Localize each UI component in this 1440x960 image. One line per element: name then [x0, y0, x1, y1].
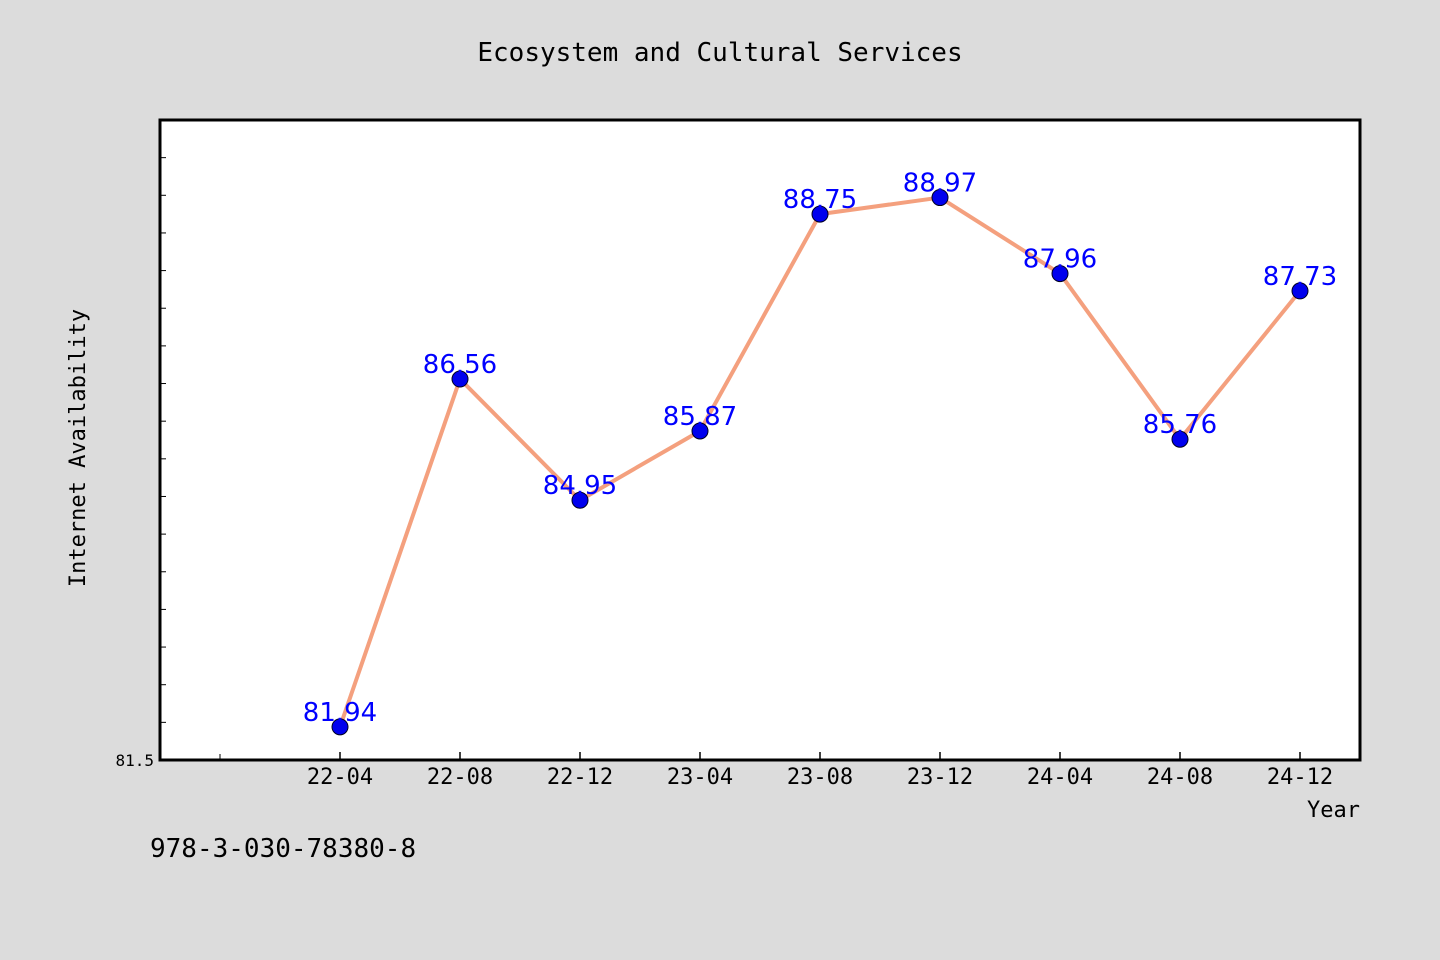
x-tick-label: 22-12: [547, 765, 613, 790]
data-label: 84.95: [543, 471, 617, 501]
data-point: [331, 718, 349, 736]
data-point: [1291, 282, 1309, 300]
data-point: [931, 189, 949, 207]
x-axis-label: Year: [1307, 798, 1360, 823]
data-point: [1171, 430, 1189, 448]
x-tick-label: 24-04: [1027, 765, 1093, 790]
x-tick-label: 23-04: [667, 765, 733, 790]
x-tick-label: 24-08: [1147, 765, 1213, 790]
y-axis-label: Internet Availability: [66, 309, 91, 587]
data-label: 81.94: [303, 698, 377, 728]
data-label: 85.76: [1143, 410, 1217, 440]
data-label: 87.73: [1263, 262, 1337, 292]
data-point: [811, 205, 829, 223]
data-label: 87.96: [1023, 245, 1097, 275]
plot-area: [158, 118, 1362, 762]
chart-title: Ecosystem and Cultural Services: [477, 38, 962, 68]
data-point: [571, 491, 589, 509]
x-tick-label: 23-08: [787, 765, 853, 790]
data-point: [691, 422, 709, 440]
x-tick-label: 22-08: [427, 765, 493, 790]
data-label: 86.56: [423, 350, 497, 380]
y-tick-label: 81.5: [115, 751, 154, 770]
isbn-label: 978-3-030-78380-8: [150, 834, 417, 864]
data-point: [1051, 265, 1069, 283]
data-label: 85.87: [663, 402, 737, 432]
data-label: 88.75: [783, 185, 857, 215]
data-label: 88.97: [903, 169, 977, 199]
x-tick-label: 22-04: [307, 765, 373, 790]
data-point: [451, 370, 469, 388]
x-tick-label: 23-12: [907, 765, 973, 790]
x-tick-label: 24-12: [1267, 765, 1333, 790]
